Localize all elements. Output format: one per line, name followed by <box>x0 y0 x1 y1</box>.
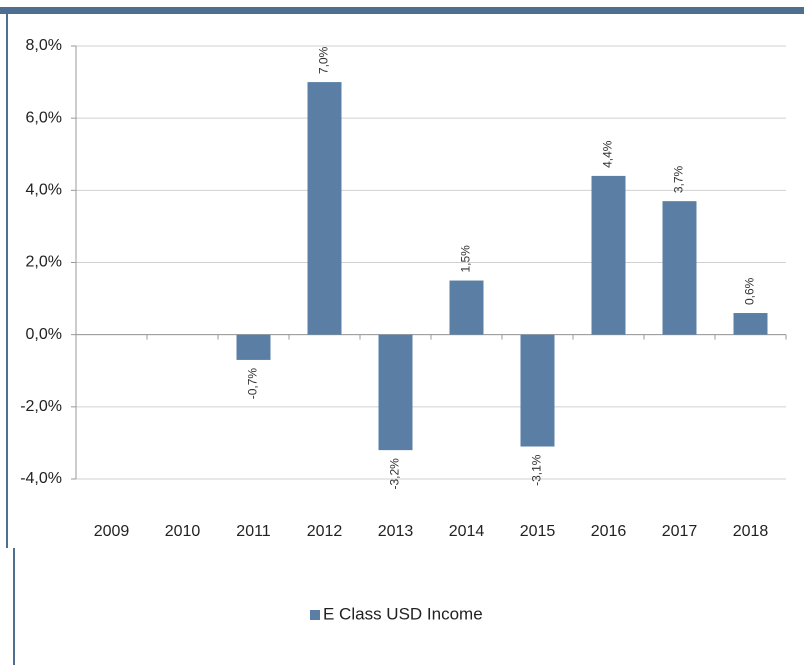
bar <box>236 334 271 360</box>
value-label: -3,1% <box>530 454 544 486</box>
bar <box>307 82 342 335</box>
x-tick-label: 2017 <box>662 523 698 540</box>
x-tick-label: 2012 <box>307 523 343 540</box>
value-label: -0,7% <box>246 368 260 400</box>
value-label: 1,5% <box>459 245 473 273</box>
legend-label: E Class USD Income <box>323 604 483 623</box>
value-label: -3,2% <box>388 458 402 490</box>
bar <box>733 313 768 335</box>
bar <box>449 280 484 335</box>
x-tick-label: 2011 <box>236 523 271 540</box>
frame-top <box>0 7 804 14</box>
y-tick-label: 8,0% <box>26 37 62 54</box>
x-tick-label: 2014 <box>449 523 485 540</box>
bar <box>662 201 697 335</box>
y-tick-label: 2,0% <box>26 254 62 271</box>
x-tick-label: 2016 <box>591 523 627 540</box>
value-label: 3,7% <box>672 165 686 193</box>
value-label: 0,6% <box>743 277 757 305</box>
x-tick-label: 2010 <box>165 523 201 540</box>
y-tick-label: 0,0% <box>26 326 62 343</box>
bar <box>591 175 626 335</box>
y-tick-label: 4,0% <box>26 182 62 199</box>
y-tick-label: -4,0% <box>20 470 62 487</box>
x-tick-label: 2018 <box>733 523 769 540</box>
bar <box>378 334 413 451</box>
y-tick-label: -2,0% <box>20 398 62 415</box>
x-tick-label: 2015 <box>520 523 556 540</box>
bar <box>520 334 555 447</box>
x-tick-label: 2009 <box>94 523 130 540</box>
legend-swatch <box>310 610 320 620</box>
value-label: 4,4% <box>601 140 615 168</box>
x-tick-label: 2013 <box>378 523 414 540</box>
y-tick-label: 6,0% <box>26 109 62 126</box>
value-label: 7,0% <box>317 46 331 74</box>
